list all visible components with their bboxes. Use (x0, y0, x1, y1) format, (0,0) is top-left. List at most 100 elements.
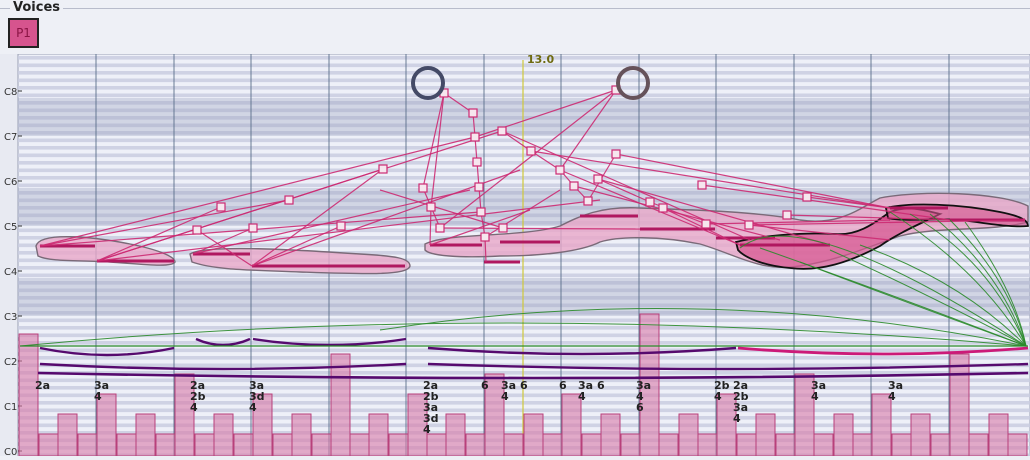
analysis-label-line: 3a (423, 401, 438, 414)
duration-bars (18, 313, 1028, 457)
analysis-label-line: 4 (714, 390, 722, 403)
analysis-label-line: 4 (578, 390, 586, 403)
analysis-label-line: 2b (714, 379, 730, 392)
relation-line (829, 249, 1027, 347)
duration-bar (930, 433, 951, 457)
analysis-labels: 2a 3a 42a 2b 43a 3d 42a 2b 3a 3d 46 3a 46 6 3a 46 3a 4 62b… (35, 379, 903, 436)
duration-bar (213, 413, 234, 457)
voices-panel: Voices P1 (0, 0, 1030, 54)
connection-line (251, 168, 384, 267)
duration-bar (135, 413, 156, 457)
duration-bar (465, 433, 486, 457)
analysis-label-line: 6 (636, 401, 644, 414)
duration-bar (155, 433, 176, 457)
connection-line (615, 153, 891, 209)
analysis-label-line: 3a (811, 379, 826, 392)
phrase-arc (195, 337, 251, 347)
note-marker (611, 149, 621, 159)
pitch-label: C6 (4, 177, 17, 188)
connection-line (439, 89, 617, 229)
duration-bar (368, 413, 389, 457)
analysis-label: 2a 2b 3a 3d 4 (423, 379, 439, 436)
phrase-arc (39, 362, 407, 371)
analysis-label: 3a 4 (888, 379, 903, 403)
pitch-label: C7 (4, 132, 17, 143)
connection-line (96, 206, 222, 262)
ring-marker-left[interactable] (411, 66, 445, 100)
analysis-label-line: 4 (423, 423, 431, 436)
pitch-stripe (18, 168, 1030, 173)
note-marker (782, 210, 792, 220)
connection-line (748, 224, 891, 241)
analysis-label-line: 2a (35, 379, 50, 392)
analysis-label-line: 6 (481, 379, 489, 392)
analysis-label: 3a 4 6 (636, 379, 651, 414)
connection-line (597, 178, 651, 203)
pitch-stripe (18, 78, 1030, 83)
pitch-axis: C8 C7 C6 C5 C4 C3 C2 C1 C0 (4, 87, 22, 458)
analysis-label-line: 3a (94, 379, 109, 392)
duration-bar (736, 433, 757, 457)
pitch-stripe (18, 371, 1030, 375)
analysis-label-line: 2a (423, 379, 438, 392)
duration-bar (891, 433, 912, 457)
analysis-label-line: 3d (423, 412, 439, 425)
connection-line (786, 214, 951, 221)
relation-line (949, 219, 1027, 347)
note-marker (336, 221, 346, 231)
note-markers (192, 85, 812, 242)
analysis-label: 3a 4 (578, 379, 593, 403)
connection-line (429, 206, 432, 246)
analysis-label-line: 4 (94, 390, 102, 403)
pitch-stripe (18, 296, 1030, 300)
note-marker (497, 126, 507, 136)
note-marker (472, 157, 482, 167)
duration-bar (57, 413, 78, 457)
pitch-stripe (18, 221, 1030, 225)
analysis-label-line: 6 (597, 379, 605, 392)
relation-line (909, 213, 1027, 347)
duration-bar (968, 433, 989, 457)
note-marker (569, 181, 579, 191)
analysis-label-line: 2b (733, 390, 749, 403)
pitch-stripe (18, 108, 1030, 113)
pitch-stripe (18, 101, 1030, 105)
connection-line (430, 92, 445, 208)
duration-bar (388, 433, 409, 457)
connection-line (39, 199, 290, 247)
duration-bar (833, 413, 854, 457)
analysis-label-line: 3a (636, 379, 651, 392)
analysis-label-line: 4 (733, 412, 741, 425)
pitch-stripe (18, 356, 1030, 360)
duration-bar (949, 353, 970, 457)
connection-line (379, 189, 504, 229)
connection-line (422, 92, 445, 189)
note-marker (468, 108, 478, 118)
analysis-label: 2a (35, 379, 50, 392)
note-segments (40, 206, 1025, 268)
score-area[interactable]: 13.0 C8 C7 C6 C5 C4 C3 C2 C1 C0 2a 3a 4 2a 2b 4 3a 3d 4 2… (0, 53, 1030, 458)
pitch-label: C0 (4, 447, 17, 456)
ring-marker-right[interactable] (616, 66, 650, 100)
analysis-label: 3a 3d 4 (249, 379, 265, 414)
pitch-stripe (18, 123, 1030, 128)
duration-bar (620, 433, 641, 457)
note-marker (480, 232, 490, 242)
relation-line (739, 235, 1027, 347)
analysis-label: 6 (481, 379, 489, 392)
duration-bar (38, 433, 59, 457)
pitch-stripe (18, 258, 1030, 263)
connection-line (96, 199, 601, 262)
pitch-stripe (18, 281, 1030, 285)
analysis-label-line: 4 (190, 401, 198, 414)
pitch-stripe (18, 386, 1030, 390)
pitch-label: C1 (4, 402, 17, 413)
relation-line (889, 211, 1027, 347)
relation-line (379, 307, 1027, 347)
panel-divider (0, 8, 1030, 9)
connection-line (559, 169, 741, 246)
duration-bar (678, 413, 699, 457)
voice-chip-p1[interactable]: P1 (8, 18, 39, 48)
analysis-label-line: 4 (501, 390, 509, 403)
